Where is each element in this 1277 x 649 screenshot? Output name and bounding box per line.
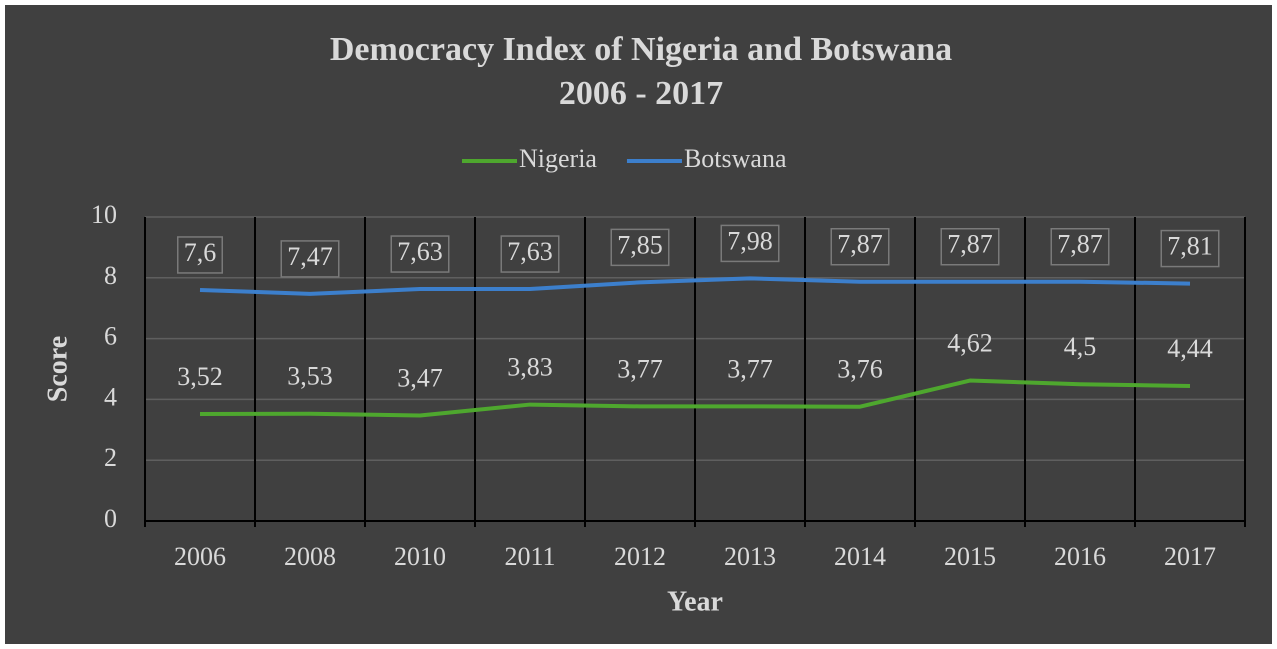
x-tick-label: 2015 [944,542,996,571]
data-label-box [830,228,890,266]
x-tick-label: 2017 [1164,542,1216,571]
x-axis-label: Year [667,586,723,617]
data-label: 7,98 [727,226,773,255]
x-tick-label: 2011 [504,542,555,571]
series-line [199,276,1191,296]
data-label: 3,83 [507,353,553,382]
y-tick-label: 2 [104,443,117,472]
y-tick-label: 8 [104,261,117,290]
data-label: 3,53 [287,362,333,391]
data-label-box [177,236,223,274]
legend-label: Botswana [684,144,787,173]
chart-title: Democracy Index of Nigeria and Botswana [330,31,952,68]
data-label: 3,52 [177,362,223,391]
x-tick-label: 2016 [1054,542,1106,571]
y-tick-label: 4 [104,382,117,411]
data-label: 4,62 [947,329,993,358]
data-label-box [1050,228,1110,266]
data-label-box [1160,229,1220,268]
legend-label: Nigeria [519,144,597,173]
x-tick-label: 2010 [394,542,446,571]
data-label-box [500,235,560,273]
data-label: 3,77 [727,354,773,383]
data-label: 7,63 [397,237,443,266]
chart-subtitle: 2006 - 2017 [559,75,723,112]
x-tick-label: 2014 [834,542,886,571]
data-label: 3,77 [617,354,663,383]
chart-background [5,5,1272,644]
y-tick-label: 10 [91,200,117,229]
y-axis-label: Score [42,336,73,402]
data-label: 7,87 [837,230,883,259]
data-label: 4,5 [1064,332,1097,361]
y-tick-label: 6 [104,322,117,351]
data-label: 7,87 [947,230,993,259]
data-label: 7,85 [617,230,663,259]
data-label-box [390,235,450,273]
y-tick-label: 0 [104,504,117,533]
x-tick-label: 2012 [614,542,666,571]
data-label: 7,87 [1057,230,1103,259]
x-tick-label: 2006 [174,542,226,571]
data-label: 7,81 [1167,232,1213,261]
x-tick-label: 2008 [284,542,336,571]
data-label-box [720,224,780,263]
data-label-box [280,240,340,278]
data-label-box [610,228,670,267]
data-label: 3,76 [837,355,883,384]
x-tick-label: 2013 [724,542,776,571]
data-label: 7,6 [184,238,217,267]
data-label: 7,63 [507,237,553,266]
series-line [199,378,1191,418]
data-label: 4,44 [1167,334,1213,363]
data-label: 3,47 [397,363,443,392]
data-label: 7,47 [287,242,333,271]
data-label-box [940,228,1000,266]
